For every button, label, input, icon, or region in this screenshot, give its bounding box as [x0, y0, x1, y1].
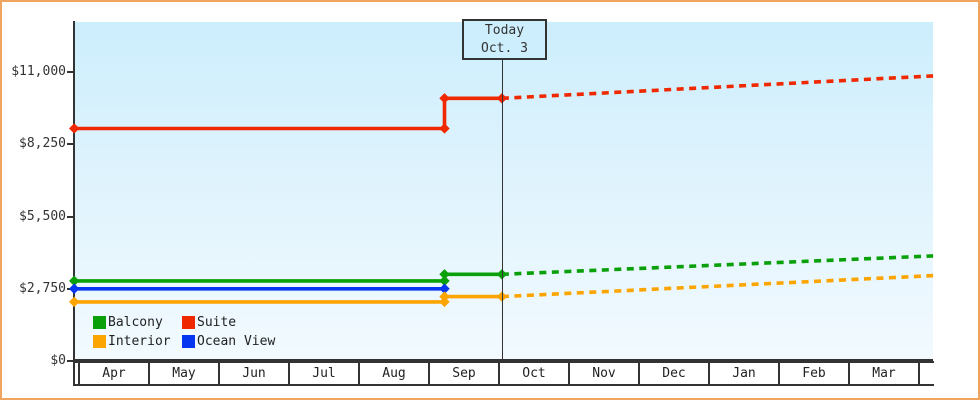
- month-cell-partial: [918, 363, 934, 384]
- plot-area: [75, 22, 933, 360]
- x-axis-month-row: Apr May Jun Jul Aug Sep Oct Nov Dec Jan Feb Mar: [73, 361, 934, 386]
- legend-item-balcony: Balcony: [93, 315, 182, 330]
- y-tick-label: $0: [50, 353, 66, 368]
- y-tick-mark: [67, 71, 74, 73]
- legend-label-interior: Interior: [108, 334, 171, 349]
- legend-swatch-interior: [93, 335, 106, 348]
- y-axis-line: [73, 21, 75, 362]
- month-cell-oct: Oct: [498, 363, 568, 384]
- y-tick-label: $2,750: [19, 280, 66, 296]
- legend-item-interior: Interior: [93, 334, 182, 349]
- month-cell-jul: Jul: [288, 363, 358, 384]
- y-tick-label: $11,000: [11, 64, 66, 79]
- month-cell-may: May: [148, 363, 218, 384]
- y-tick-mark: [67, 287, 74, 290]
- y-tick-label: $5,500: [19, 208, 66, 224]
- legend-label-ocean-view: Ocean View: [197, 334, 276, 349]
- month-cell-jan: Jan: [708, 363, 778, 384]
- legend: Balcony Suite Interior Ocean View: [93, 315, 275, 349]
- today-vertical-line: [502, 58, 503, 360]
- y-tick-label: $8,250: [19, 136, 66, 152]
- legend-swatch-balcony: [93, 316, 106, 329]
- y-tick-mark: [67, 360, 74, 362]
- legend-swatch-suite: [182, 316, 195, 329]
- today-box: Today Oct. 3: [462, 19, 547, 60]
- x-axis-line: [73, 359, 933, 361]
- month-cell-sep: Sep: [428, 363, 498, 384]
- legend-item-suite: Suite: [182, 315, 275, 330]
- month-cell-mar: Mar: [848, 363, 918, 384]
- month-cell-dec: Dec: [638, 363, 708, 384]
- y-tick-mark: [67, 143, 74, 146]
- month-cell-jun: Jun: [218, 363, 288, 384]
- legend-label-balcony: Balcony: [108, 315, 163, 330]
- legend-swatch-ocean-view: [182, 335, 195, 348]
- legend-label-suite: Suite: [197, 315, 237, 330]
- month-cell-feb: Feb: [778, 363, 848, 384]
- month-cell-aug: Aug: [358, 363, 428, 384]
- month-cell-nov: Nov: [568, 363, 638, 384]
- today-label: Today: [484, 23, 525, 38]
- today-date: Oct. 3: [481, 41, 528, 56]
- legend-item-ocean-view: Ocean View: [182, 334, 275, 349]
- y-tick-mark: [67, 215, 74, 218]
- month-cell-apr: Apr: [78, 363, 148, 384]
